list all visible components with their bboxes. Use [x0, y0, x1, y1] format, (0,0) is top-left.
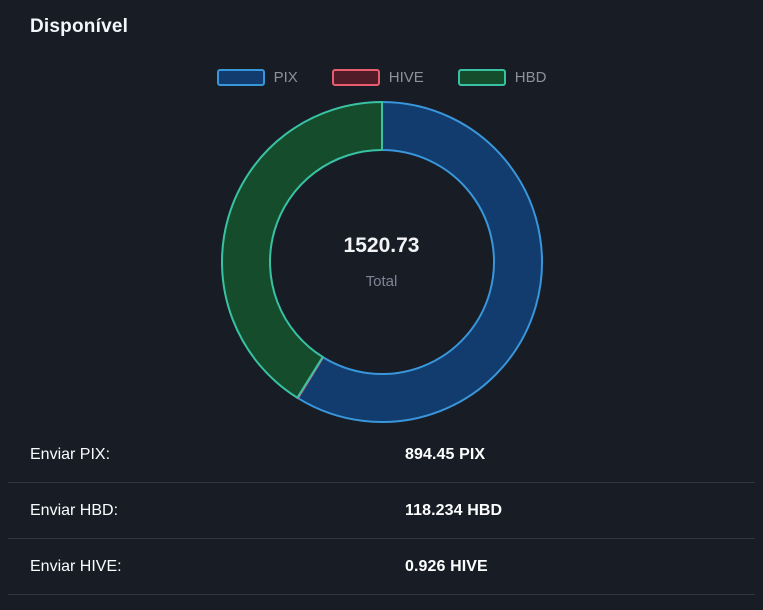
legend-label: PIX	[273, 69, 298, 86]
chart-legend: PIX HIVE HBD	[0, 69, 763, 86]
legend-item-hive[interactable]: HIVE	[331, 69, 424, 86]
donut-chart: 1520.73 Total	[218, 98, 546, 426]
balance-row-label: Enviar HBD:	[30, 501, 119, 519]
balance-rows: Enviar PIX: 894.45 PIX Enviar HBD: 118.234 …	[0, 427, 763, 595]
legend-swatch-hive	[331, 69, 380, 86]
balance-row-value: 0.926 HIVE	[405, 557, 488, 575]
legend-label: HIVE	[388, 69, 424, 86]
balance-row-value: 118.234 HBD	[405, 501, 503, 519]
balance-row-label: Enviar PIX:	[30, 445, 111, 463]
balance-row-value: 894.45 PIX	[405, 445, 486, 463]
balance-row: Enviar HIVE: 0.926 HIVE	[8, 539, 755, 595]
donut-segment-hbd[interactable]	[220, 101, 383, 399]
balance-row: Enviar HBD: 118.234 HBD	[8, 483, 755, 539]
legend-item-pix[interactable]: PIX	[216, 69, 298, 86]
legend-label: HBD	[514, 69, 547, 86]
balance-row: Enviar PIX: 894.45 PIX	[8, 427, 755, 483]
legend-item-hbd[interactable]: HBD	[457, 69, 547, 86]
page-title: Disponível	[30, 16, 129, 37]
donut-segment-pix[interactable]	[296, 101, 543, 423]
balance-row-label: Enviar HIVE:	[30, 557, 122, 575]
donut-chart-svg	[220, 101, 543, 423]
legend-swatch-pix	[216, 69, 265, 86]
panel-header: Disponível	[0, 0, 763, 39]
legend-swatch-hbd	[457, 69, 506, 86]
